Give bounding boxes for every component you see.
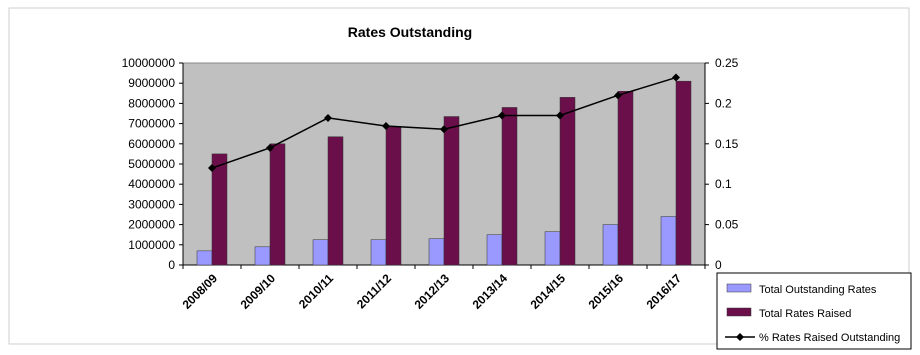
left-tick-label: 5000000 [128, 157, 175, 171]
left-tick-label: 4000000 [128, 177, 175, 191]
line-point-marker [440, 125, 448, 134]
bar-total-outstanding-rates [370, 239, 387, 266]
bar-total-outstanding-rates [254, 246, 271, 266]
line-point-marker [266, 143, 274, 152]
left-tick-label: 9000000 [128, 76, 175, 90]
bar-total-outstanding-rates [602, 224, 619, 266]
line-point-marker [324, 113, 332, 122]
bar-total-outstanding-rates [312, 239, 329, 266]
line-point-marker [382, 122, 390, 131]
right-tick-label: 0 [715, 258, 722, 272]
legend-swatch [726, 283, 752, 293]
legend-label: Total Outstanding Rates [759, 284, 877, 296]
bar-total-rates-raised [211, 153, 228, 266]
legend-label: Total Rates Raised [759, 308, 851, 320]
right-tick-label: 0.05 [715, 218, 739, 232]
right-tick-label: 0.15 [715, 137, 739, 151]
bar-total-outstanding-rates [660, 216, 677, 266]
left-tick-label: 1000000 [128, 238, 175, 252]
line-point-marker [556, 111, 564, 120]
legend-marker [736, 333, 744, 341]
bar-total-outstanding-rates [196, 250, 213, 266]
bar-total-outstanding-rates [486, 234, 503, 266]
bar-total-outstanding-rates [428, 238, 445, 266]
left-tick-label: 3000000 [128, 197, 175, 211]
line-point-marker [614, 91, 622, 100]
legend-label: % Rates Raised Outstanding [759, 332, 900, 344]
bar-total-rates-raised [675, 80, 692, 266]
left-tick-label: 2000000 [128, 218, 175, 232]
left-tick-label: 0 [168, 258, 175, 272]
bar-total-rates-raised [443, 116, 460, 266]
right-tick-label: 0.2 [715, 96, 732, 110]
left-tick-label: 6000000 [128, 137, 175, 151]
chart-title: Rates Outstanding [348, 24, 472, 40]
left-tick-label: 8000000 [128, 96, 175, 110]
bar-total-rates-raised [559, 97, 576, 266]
bar-total-rates-raised [617, 91, 634, 266]
left-tick-label: 7000000 [128, 117, 175, 131]
bar-total-rates-raised [269, 143, 286, 266]
bar-total-rates-raised [501, 107, 518, 266]
line-point-marker [672, 73, 680, 82]
right-tick-label: 0.1 [715, 177, 732, 191]
line-point-marker [498, 111, 506, 120]
bar-total-rates-raised [327, 136, 344, 266]
right-tick-label: 0.25 [715, 56, 739, 70]
bar-total-outstanding-rates [544, 231, 561, 266]
bar-total-rates-raised [385, 126, 402, 266]
legend-swatch [726, 307, 752, 317]
left-tick-label: 10000000 [122, 56, 176, 70]
line-point-marker [208, 164, 216, 173]
